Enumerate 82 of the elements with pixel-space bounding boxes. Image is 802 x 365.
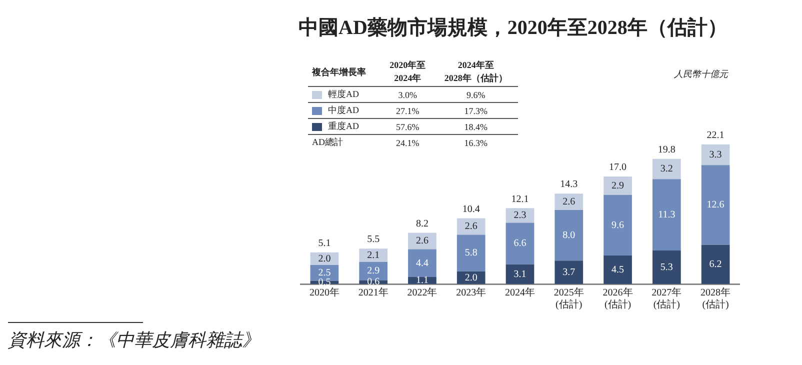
data-label: 3.7 [562, 266, 576, 278]
x-tick-label: 2028年 (估計) [700, 286, 731, 311]
data-label: 2.9 [367, 266, 380, 277]
data-label: 6.2 [709, 259, 722, 270]
bar [359, 248, 388, 262]
data-label: 2.9 [612, 180, 624, 192]
bar [554, 210, 584, 261]
data-label: 5.3 [660, 262, 673, 273]
data-label: 2.3 [514, 210, 526, 222]
bar [554, 194, 584, 210]
x-tick-label: 2023年 [456, 286, 486, 299]
bar [652, 250, 681, 284]
data-label: 3.3 [709, 149, 722, 160]
data-label: 2.1 [367, 250, 380, 261]
chart-title: 中國AD藥物市場規模，2020年至2028年（估計） [298, 16, 728, 41]
total-label: 17.0 [609, 162, 627, 174]
data-label: 2.6 [464, 221, 478, 232]
annotation: 16.3% [463, 136, 488, 150]
data-label: 12.6 [706, 200, 724, 211]
total-label: 14.3 [560, 179, 578, 190]
bar [701, 244, 730, 284]
bar [506, 222, 534, 264]
total-label: 12.1 [511, 194, 529, 205]
text: 人民幣十億元 [673, 68, 728, 81]
text: 9.6% [466, 88, 486, 102]
legend-title: 複合年增長率 [310, 66, 367, 78]
source-note: 資料來源：《中華皮膚科雜誌》 [8, 329, 260, 352]
data-label: 2.6 [416, 236, 428, 247]
bar [456, 218, 486, 235]
legend-label: 重度AD [327, 120, 360, 133]
bar [604, 194, 632, 256]
data-label: 4.5 [612, 264, 624, 276]
x-tick-label: 2020年 [309, 286, 340, 299]
text: 3.0% [397, 88, 418, 102]
data-label: 1.1 [416, 275, 428, 286]
data-label: 8.0 [562, 230, 576, 241]
text: 27.1% [395, 104, 420, 118]
bar [652, 158, 681, 180]
x-tick-label: 2022年 [407, 286, 438, 299]
bar [554, 260, 584, 284]
bar [604, 256, 632, 284]
annotation: AD總計 [311, 136, 344, 149]
x-tick-label: 2021年 [358, 286, 388, 299]
bar [408, 249, 436, 278]
total-label: 5.1 [318, 238, 331, 250]
text: 18.4% [463, 120, 488, 134]
x-tick-label: 2024年 [505, 286, 535, 299]
bar [506, 264, 534, 284]
bar [506, 208, 534, 223]
legend-label: 中度AD [327, 104, 360, 117]
x-tick-label: 2027年 (估計) [652, 286, 682, 311]
x-tick-label: 2025年 (估計) [554, 286, 584, 311]
annotation: 24.1% [395, 136, 420, 150]
data-label: 6.6 [514, 238, 526, 250]
total-label: 19.8 [658, 144, 676, 156]
data-label: 3.2 [660, 164, 673, 175]
text: 17.3% [463, 104, 488, 118]
data-label: 2.0 [318, 253, 331, 264]
data-label: 9.6 [612, 220, 624, 231]
bar [456, 234, 486, 272]
total-label: 10.4 [462, 204, 480, 215]
data-label: 0.5 [318, 277, 331, 288]
data-label: 0.6 [367, 276, 380, 288]
data-label: 3.1 [514, 268, 526, 280]
bar [701, 144, 730, 166]
data-label: 5.8 [464, 248, 478, 259]
total-label: 8.2 [416, 218, 428, 230]
data-label: 11.3 [658, 209, 676, 220]
total-label: 22.1 [706, 130, 724, 141]
data-label: 2.5 [318, 268, 331, 279]
total-label: 5.5 [367, 234, 380, 246]
text: 2020年至 2024年 [388, 59, 427, 85]
bar [604, 176, 632, 195]
x-tick-label: 2026年 (估計) [602, 286, 633, 311]
bar [652, 179, 681, 251]
data-label: 2.6 [562, 196, 576, 208]
text: 2024年至 2028年（估計） [443, 59, 508, 85]
data-label: 4.4 [416, 258, 428, 269]
legend-label: 輕度AD [327, 88, 360, 101]
data-label: 2.0 [464, 272, 478, 284]
bar [701, 165, 730, 245]
text: 57.6% [395, 120, 420, 134]
